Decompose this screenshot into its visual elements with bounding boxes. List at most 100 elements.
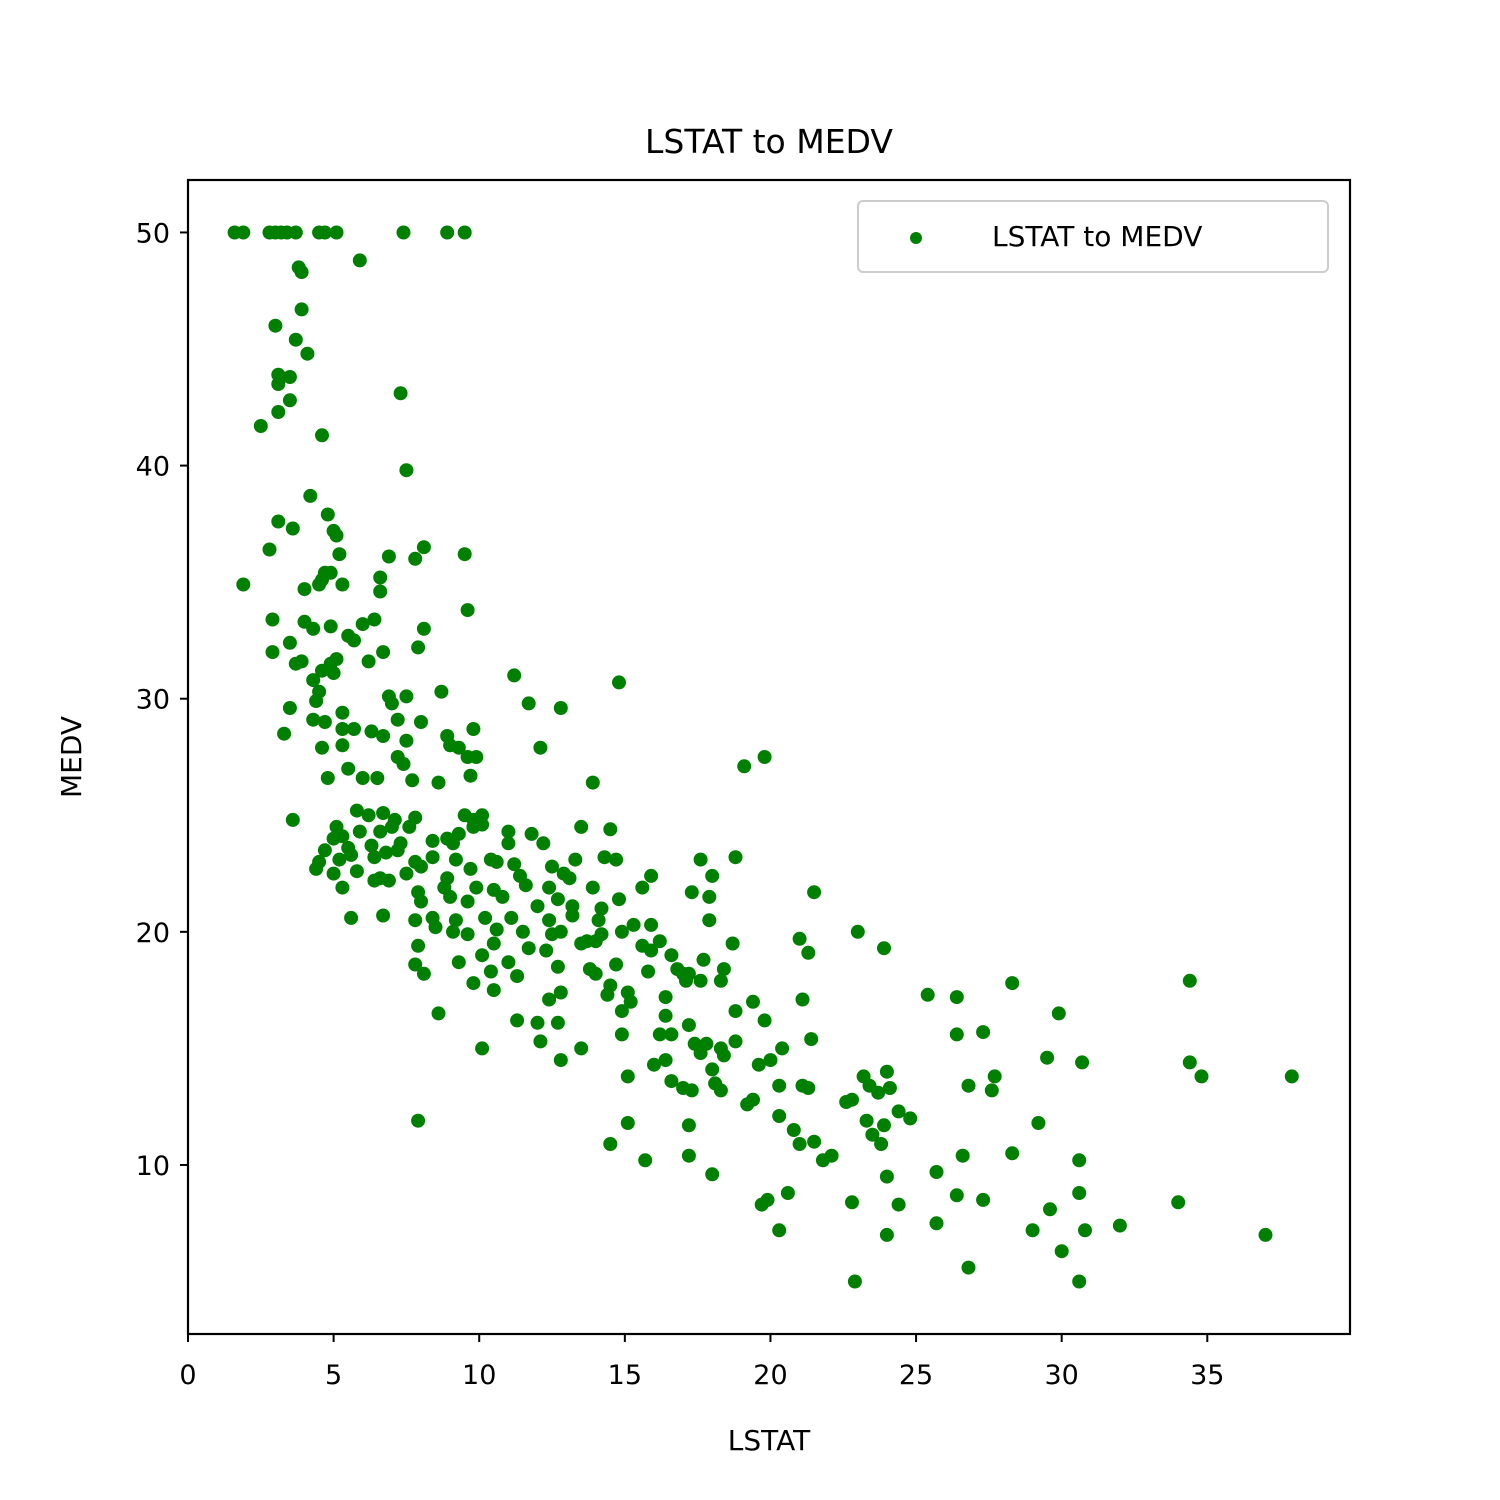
data-point — [603, 1137, 618, 1151]
data-point — [614, 924, 629, 939]
data-point — [507, 668, 522, 683]
data-point — [434, 684, 449, 699]
data-point — [603, 822, 618, 837]
data-point — [428, 920, 443, 935]
data-point — [326, 666, 341, 681]
data-point — [1078, 1223, 1092, 1238]
data-point — [466, 722, 481, 736]
data-point — [705, 868, 720, 883]
data-point — [463, 861, 478, 876]
legend: LSTAT to MEDV — [857, 200, 1329, 273]
data-point — [865, 1127, 880, 1142]
data-point — [612, 675, 626, 690]
data-point — [775, 1041, 790, 1056]
data-point — [384, 696, 399, 711]
data-point — [882, 1081, 897, 1095]
data-point — [510, 969, 525, 984]
data-point — [347, 722, 361, 736]
data-point — [501, 824, 516, 839]
data-point — [282, 701, 297, 715]
data-point — [332, 852, 347, 867]
data-point — [658, 1053, 673, 1068]
data-point — [443, 889, 458, 904]
data-point — [501, 836, 516, 851]
data-point — [1005, 1146, 1020, 1161]
data-point — [874, 1137, 889, 1151]
data-point — [399, 866, 414, 881]
data-point — [411, 640, 426, 655]
data-point — [344, 910, 359, 925]
data-point — [443, 738, 458, 753]
data-point — [271, 377, 286, 391]
x-tick-label: 0 — [179, 1360, 196, 1391]
data-point — [612, 892, 626, 907]
data-point — [658, 990, 673, 1005]
data-point — [367, 873, 382, 888]
data-point — [510, 1013, 525, 1028]
data-point — [929, 1165, 944, 1179]
data-point — [335, 577, 350, 592]
data-point — [879, 1064, 894, 1079]
data-point — [792, 1137, 807, 1151]
data-point — [460, 894, 475, 909]
data-point — [961, 1078, 976, 1093]
data-point — [414, 715, 428, 729]
data-point — [381, 549, 396, 564]
data-point — [681, 1148, 696, 1163]
data-point — [533, 740, 548, 755]
data-point — [920, 987, 935, 1002]
data-point — [1284, 1069, 1299, 1084]
y-axis-label: MEDV — [55, 716, 88, 798]
data-point — [332, 547, 347, 562]
data-point — [515, 924, 530, 939]
data-point — [282, 393, 297, 408]
data-point — [553, 701, 568, 715]
data-point — [804, 1032, 819, 1047]
data-point — [285, 521, 300, 536]
data-point — [760, 1192, 775, 1207]
x-axis-label: LSTAT — [728, 1424, 811, 1457]
data-point — [772, 1223, 787, 1238]
data-point — [609, 852, 624, 867]
data-point — [282, 635, 297, 650]
data-point — [367, 850, 382, 865]
data-point — [562, 871, 577, 886]
data-point — [236, 225, 251, 240]
data-point — [469, 750, 484, 764]
data-point — [376, 729, 391, 743]
data-point — [355, 771, 370, 785]
data-point — [463, 768, 478, 783]
data-point — [320, 507, 335, 522]
x-tick-label: 30 — [1045, 1360, 1079, 1391]
data-point — [288, 332, 303, 347]
y-tick-label: 40 — [136, 452, 170, 483]
data-point — [705, 1062, 720, 1077]
data-point — [518, 878, 533, 893]
data-point — [1072, 1153, 1087, 1168]
data-point — [349, 803, 364, 818]
data-point — [801, 945, 816, 960]
data-point — [664, 1027, 679, 1042]
y-tick-label: 20 — [136, 918, 170, 949]
data-point — [807, 1134, 822, 1149]
data-point — [399, 689, 414, 704]
data-point — [460, 927, 475, 942]
data-point — [294, 302, 309, 317]
data-point — [329, 225, 344, 240]
data-point — [976, 1192, 991, 1207]
data-point — [448, 913, 463, 928]
data-point — [623, 994, 638, 1009]
data-point — [638, 1153, 653, 1168]
y-tick-label: 10 — [136, 1151, 170, 1182]
data-point — [408, 551, 423, 566]
data-point — [320, 771, 335, 785]
data-point — [713, 973, 728, 988]
data-point — [539, 943, 554, 958]
data-point — [425, 833, 440, 848]
data-point — [746, 1092, 760, 1107]
data-point — [644, 917, 659, 932]
x-tick-label: 20 — [753, 1360, 787, 1391]
data-point — [271, 405, 286, 419]
data-point — [757, 1013, 772, 1028]
